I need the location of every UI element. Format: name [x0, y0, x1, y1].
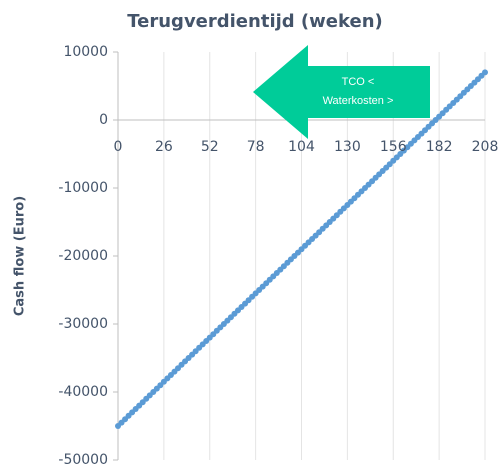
y-tick-label: -20000 — [58, 248, 108, 264]
x-tick-label: 52 — [201, 139, 219, 155]
x-tick-label: 182 — [426, 139, 453, 155]
x-tick-label: 208 — [472, 139, 499, 155]
y-tick-label: -30000 — [58, 316, 108, 332]
point — [482, 69, 488, 76]
x-tick-label: 156 — [380, 139, 407, 155]
annotation-text: TCO < — [342, 76, 375, 88]
x-tick-label: 130 — [334, 139, 361, 155]
y-tick-label: 0 — [99, 112, 108, 128]
annotation-text: Waterkosten > — [323, 95, 394, 107]
annotation-arrow — [253, 45, 430, 139]
x-tick-label: 104 — [288, 139, 315, 155]
y-tick-label: -50000 — [58, 452, 108, 467]
y-tick-label: -10000 — [58, 180, 108, 196]
y-axis-label: Cash flow (Euro) — [13, 196, 28, 316]
x-tick-label: 0 — [114, 139, 123, 155]
x-tick-label: 78 — [247, 139, 265, 155]
chart-title: Terugverdientijd (weken) — [127, 11, 382, 32]
y-tick-label: -40000 — [58, 384, 108, 400]
x-tick-label: 26 — [155, 139, 173, 155]
y-tick-label: 10000 — [63, 44, 108, 60]
